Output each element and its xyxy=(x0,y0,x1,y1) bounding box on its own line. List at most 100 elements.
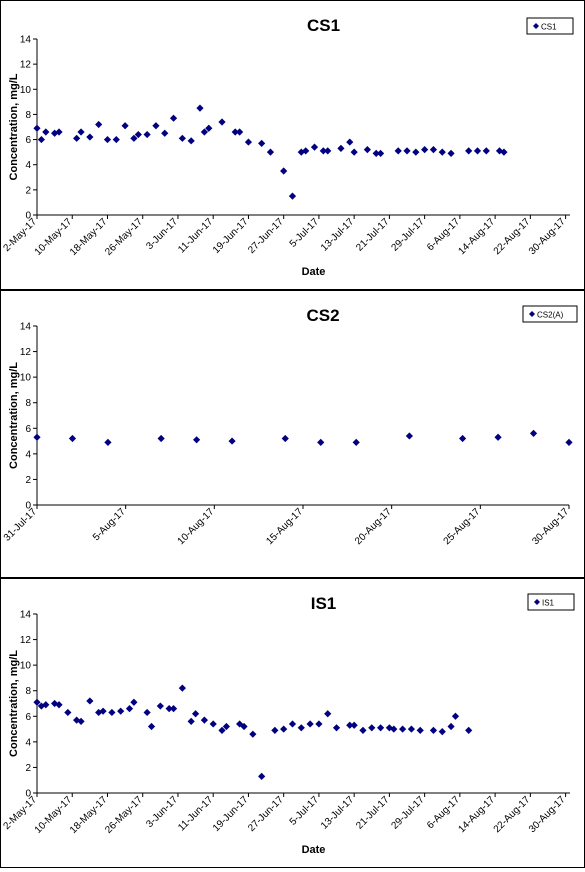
y-tick-label: 2 xyxy=(25,185,31,196)
x-tick-label: 30-Aug-17 xyxy=(527,216,568,257)
legend: IS1 xyxy=(527,593,575,611)
y-tick-label: 8 xyxy=(25,686,31,697)
data-point xyxy=(55,701,63,709)
data-point xyxy=(95,708,103,717)
y-tick-label: 0 xyxy=(25,789,31,800)
x-axis-label: Date xyxy=(302,844,326,856)
data-point xyxy=(86,697,94,705)
data-point xyxy=(209,720,217,728)
y-tick-label: 2 xyxy=(25,475,31,486)
legend-label: CS1 xyxy=(541,23,557,32)
y-tick-label: 0 xyxy=(25,211,31,222)
x-tick-label: 10-Aug-17 xyxy=(176,506,217,547)
data-point xyxy=(352,438,360,446)
data-point xyxy=(130,134,138,142)
data-point xyxy=(500,148,508,156)
x-axis-label: Date xyxy=(302,266,326,278)
series-points xyxy=(33,684,473,780)
y-tick-label: 8 xyxy=(25,398,31,409)
data-point xyxy=(324,147,332,155)
data-point xyxy=(42,701,50,709)
y-tick-label: 6 xyxy=(25,712,31,723)
data-point xyxy=(200,128,208,136)
data-point xyxy=(302,147,310,155)
x-tick-label: 6-Aug-17 xyxy=(425,216,462,253)
data-point xyxy=(416,726,424,734)
data-point xyxy=(108,708,116,717)
data-point xyxy=(310,143,319,151)
chart-title: IS1 xyxy=(311,594,337,613)
data-point xyxy=(403,147,411,155)
data-point xyxy=(337,144,345,152)
data-point xyxy=(42,128,50,136)
data-point xyxy=(134,130,142,139)
data-point xyxy=(193,436,201,444)
x-tick-label: 15-Aug-17 xyxy=(264,506,305,547)
x-tick-label: 14-Aug-17 xyxy=(456,216,497,257)
x-tick-label: 21-Jul-17 xyxy=(354,794,392,832)
x-tick-label: 22-Aug-17 xyxy=(492,216,533,257)
data-point xyxy=(222,722,231,731)
legend-marker xyxy=(534,599,540,605)
x-tick-label: 22-Aug-17 xyxy=(492,794,533,835)
data-point xyxy=(157,434,165,443)
chart-svg: CS1024681012142-May-1710-May-1718-May-17… xyxy=(1,16,574,278)
data-point xyxy=(169,705,178,713)
data-point xyxy=(429,146,438,154)
data-point xyxy=(266,148,275,156)
data-point xyxy=(117,707,125,715)
x-tick-label: 29-Jul-17 xyxy=(389,216,427,254)
data-point xyxy=(438,728,446,736)
data-point xyxy=(33,124,41,132)
chart-svg: CS2 0 2 4 6 8 10 12 14 31-Jul-17 5-Aug-17 10-Aug-17… xyxy=(2,305,578,547)
legend-box xyxy=(527,593,575,611)
y-axis-label: Concentration, mg/L xyxy=(8,650,20,757)
x-tick-label: 14-Aug-17 xyxy=(456,794,497,835)
chart-panel-cs2: CS2 0 2 4 6 8 10 12 14 31-Jul-17 5-Aug-17 10-Aug-17… xyxy=(0,290,585,578)
data-point xyxy=(363,146,371,154)
data-point xyxy=(495,147,504,155)
x-tick-label: 21-Jul-17 xyxy=(354,216,392,254)
x-tick-label: 26-May-17 xyxy=(103,794,145,836)
data-point xyxy=(143,130,151,139)
data-point xyxy=(161,129,169,137)
data-point xyxy=(37,135,46,144)
x-tick-label: 13-Jul-17 xyxy=(319,794,357,832)
data-point xyxy=(346,721,354,729)
data-point xyxy=(407,725,416,733)
x-tick-label: 20-Aug-17 xyxy=(353,506,394,547)
data-point xyxy=(281,434,289,443)
data-point xyxy=(64,708,72,717)
data-point xyxy=(231,128,239,136)
data-point xyxy=(372,149,380,157)
data-point xyxy=(73,134,81,142)
data-point xyxy=(368,724,376,732)
data-point xyxy=(152,122,160,130)
data-point xyxy=(169,114,178,122)
y-tick-label: 8 xyxy=(25,110,31,121)
data-point xyxy=(288,720,297,728)
legend-box xyxy=(522,305,578,323)
data-point xyxy=(359,726,367,734)
data-point xyxy=(178,134,186,142)
data-point xyxy=(130,698,138,706)
data-point xyxy=(205,124,213,132)
x-tick-label: 27-Jun-17 xyxy=(246,794,286,834)
x-tick-label: 5-Jul-17 xyxy=(288,216,322,250)
x-tick-label: 27-Jun-17 xyxy=(246,216,286,256)
data-point xyxy=(465,147,473,155)
data-point xyxy=(421,146,429,154)
data-point xyxy=(482,147,490,155)
data-point xyxy=(376,724,385,732)
data-point xyxy=(187,137,195,145)
data-point xyxy=(324,710,332,718)
data-point xyxy=(399,725,407,733)
data-point xyxy=(196,104,204,112)
x-tick-label: 26-May-17 xyxy=(103,216,145,258)
data-point xyxy=(346,138,354,146)
x-tick-label: 5-Jul-17 xyxy=(288,794,322,828)
data-point xyxy=(68,434,77,443)
data-point xyxy=(143,708,151,717)
data-point xyxy=(529,429,538,437)
x-tick-label: 13-Jul-17 xyxy=(319,216,357,254)
